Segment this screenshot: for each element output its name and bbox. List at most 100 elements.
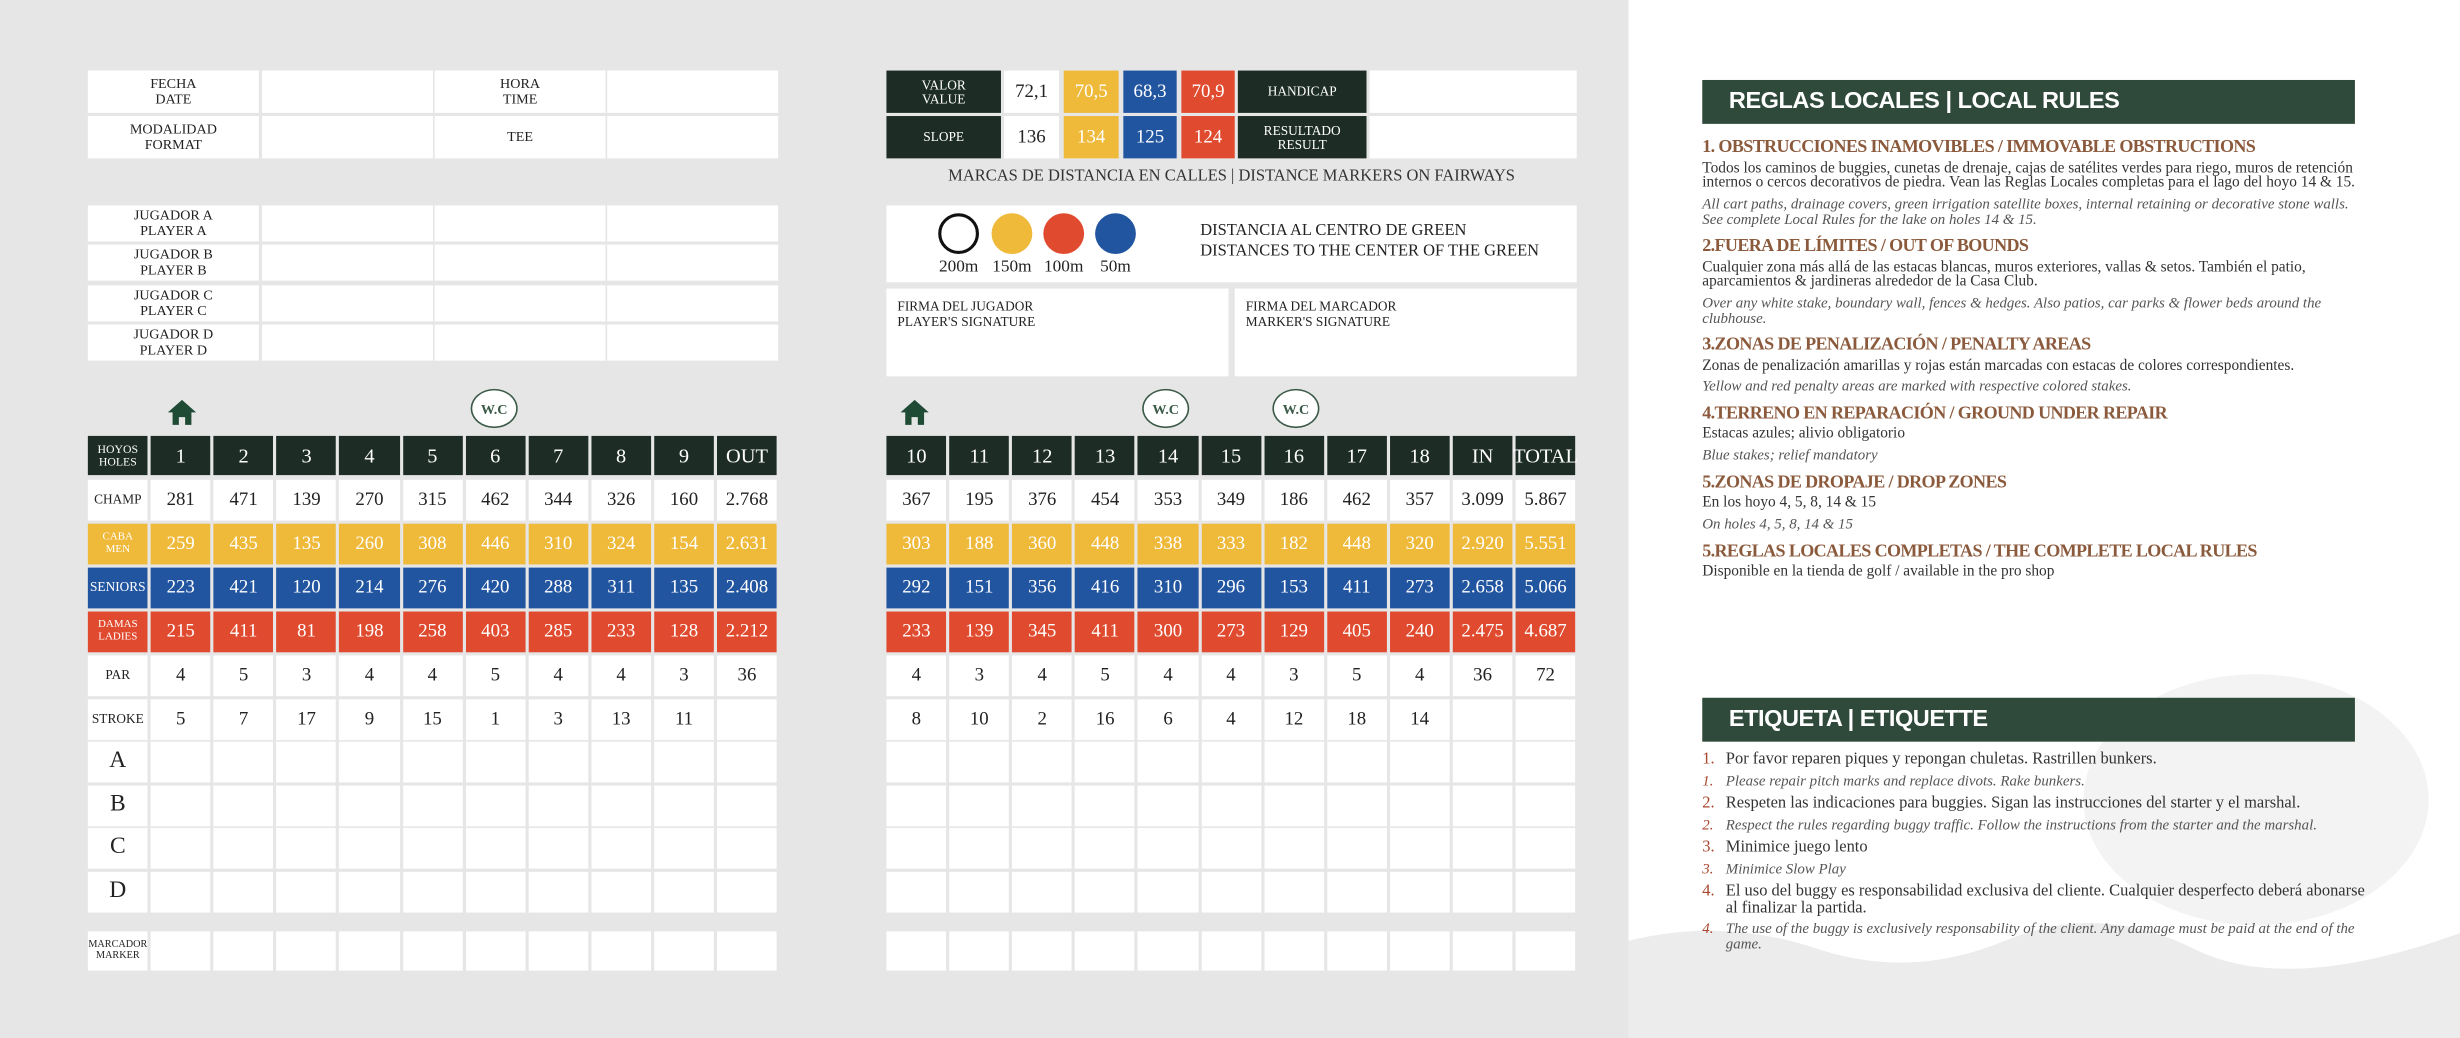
score-cell — [213, 741, 274, 782]
rule-text-en: Yellow and red penalty areas are marked … — [1702, 380, 2132, 396]
score-cell: 16 — [1075, 699, 1136, 740]
label-line: FORMAT — [144, 135, 202, 152]
label-text: 15 — [1220, 443, 1242, 467]
rule-heading: 5.ZONAS DE DROPAJE / DROP ZONES — [1702, 473, 2007, 493]
label-text: 296 — [1216, 576, 1246, 599]
marker-cell — [1452, 931, 1513, 971]
label-line: TEE — [507, 128, 534, 144]
label-text: 2.475 — [1461, 620, 1504, 643]
label-text: 9 — [364, 707, 375, 730]
hole-number: 15 — [1200, 435, 1261, 476]
label-text: 215 — [166, 620, 195, 643]
score-cell — [150, 741, 211, 782]
label-text: 462 — [1342, 488, 1371, 511]
label-text: 403 — [481, 620, 510, 643]
score-cell: 360 — [1012, 523, 1073, 564]
player-field — [434, 205, 606, 242]
score-cell: 2 — [1012, 699, 1073, 740]
hole-number: 3 — [276, 435, 337, 476]
label-line: HORA — [500, 75, 541, 92]
distance-title: MARCAS DE DISTANCIA EN CALLES | DISTANCE… — [948, 167, 1515, 186]
player-field — [607, 205, 779, 242]
label-text: 5.867 — [1524, 488, 1567, 511]
rule-text-es: Zonas de penalización amarillas y rojas … — [1702, 357, 2295, 375]
score-cell — [949, 871, 1010, 912]
score-cell: 12 — [1263, 699, 1324, 740]
score-cell — [1389, 741, 1450, 782]
etiquette-number: 2. — [1702, 817, 1714, 834]
score-cell — [1389, 827, 1450, 868]
hole-number: 13 — [1075, 435, 1136, 476]
player-field — [434, 285, 606, 322]
score-cell: 4 — [1012, 655, 1073, 696]
label-text: 195 — [965, 488, 994, 511]
rule-heading: 3.ZONAS DE PENALIZACIÓN / PENALTY AREAS — [1702, 335, 2091, 355]
label-line: PLAYER'S SIGNATURE — [897, 313, 1036, 329]
score-cell: 4 — [1200, 699, 1261, 740]
score-cell: 5 — [150, 699, 211, 740]
hole-number: 8 — [591, 435, 652, 476]
score-cell: 403 — [465, 611, 526, 652]
label-line: JUGADOR B — [133, 246, 213, 262]
label-line: JUGADOR C — [133, 287, 213, 303]
score-cell — [1075, 741, 1136, 782]
wc-icon: W.C — [1142, 388, 1190, 429]
marker-cell — [1263, 931, 1324, 971]
score-cell: 357 — [1389, 479, 1450, 520]
hole-number: 16 — [1263, 435, 1324, 476]
label-text: 128 — [669, 620, 699, 643]
label-line: HOLES — [98, 453, 137, 469]
score-cell: 188 — [949, 523, 1010, 564]
label-text: 324 — [606, 532, 636, 555]
label-text: 124 — [1193, 125, 1223, 148]
marker-cell — [1012, 931, 1073, 971]
score-cell — [1012, 871, 1073, 912]
label-line: SENIORS — [90, 579, 146, 595]
marker-cell — [716, 931, 777, 971]
label-text: 273 — [1216, 620, 1246, 643]
label-text: 281 — [166, 488, 195, 511]
score-cell: 462 — [1326, 479, 1387, 520]
marker-cell — [591, 931, 652, 971]
score-cell — [402, 827, 463, 868]
section-title: ETIQUETA | ETIQUETTE — [1728, 705, 1988, 733]
player-field — [262, 205, 434, 242]
player-label: JUGADOR A PLAYER A — [87, 205, 259, 242]
score-cell: 421 — [213, 567, 274, 608]
label-text: 285 — [544, 620, 573, 643]
score-cell — [591, 741, 652, 782]
score-cell: 198 — [339, 611, 400, 652]
score-cell — [213, 871, 274, 912]
section-bar: REGLAS LOCALES | LOCAL RULES — [1702, 79, 2355, 124]
score-cell — [654, 785, 714, 826]
label-line: TIME — [502, 90, 538, 106]
etiquette-line: 3. Minimice Slow Play — [1702, 862, 2369, 878]
score-cell: 3.099 — [1452, 479, 1513, 520]
score-cell — [1389, 871, 1450, 912]
label-text: 5 — [1100, 663, 1110, 686]
label-line: PLAYER A — [140, 221, 207, 238]
etiquette-text: El uso del buggy es responsabilidad excl… — [1725, 882, 2365, 917]
score-cell: 3 — [528, 699, 589, 740]
label-text: 12 — [1031, 443, 1053, 467]
label-text: 5.066 — [1524, 576, 1567, 599]
score-cell — [1263, 827, 1324, 868]
label-line: PAR — [105, 666, 131, 683]
score-cell: 273 — [1200, 611, 1261, 652]
rule-text-en: Blue stakes; relief mandatory — [1702, 448, 1878, 465]
home-glyph — [167, 399, 197, 425]
label-text: TOTAL — [1513, 443, 1578, 467]
label-text: 276 — [418, 576, 447, 599]
score-cell — [1452, 699, 1513, 740]
score-cell: 139 — [949, 611, 1010, 652]
marker-dot — [938, 213, 979, 255]
label-text: 344 — [544, 488, 573, 511]
score-cell: 462 — [465, 479, 526, 520]
label-text: 2.212 — [725, 620, 769, 643]
label-text: 356 — [1028, 576, 1057, 599]
score-cell: 3 — [276, 655, 337, 696]
score-cell: 139 — [276, 479, 337, 520]
score-cell: 5 — [213, 655, 274, 696]
hole-number: 9 — [654, 435, 714, 476]
marker-cell — [150, 931, 211, 971]
